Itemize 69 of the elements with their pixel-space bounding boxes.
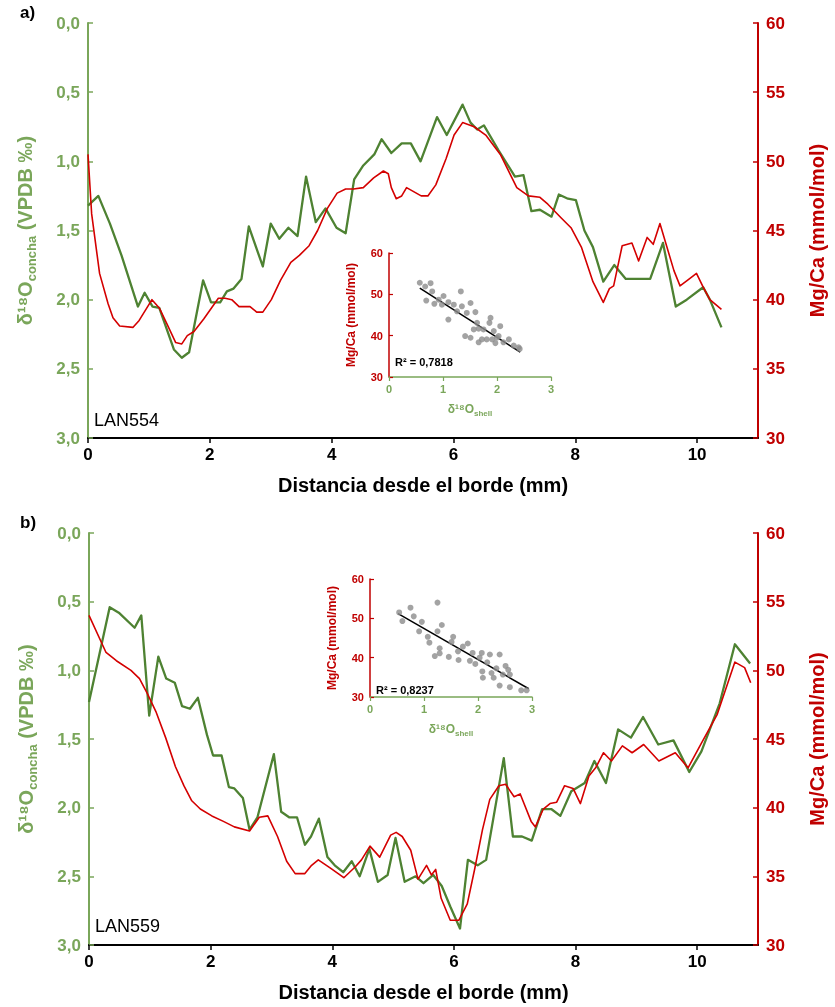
x-tick-label: 10 <box>687 952 707 971</box>
y2-tick-label: 45 <box>766 221 785 240</box>
y-tick-label: 2,5 <box>56 359 80 379</box>
x-tick-label: 0 <box>366 702 374 715</box>
y2-tick-label: 60 <box>766 13 785 33</box>
y-tick-label: 1,0 <box>57 660 81 680</box>
y2-tick-label: 30 <box>766 935 785 955</box>
x-tick-label: 8 <box>570 445 581 464</box>
y2-tick-label: 30 <box>766 428 785 448</box>
y2-axis-title: Mg/Ca (mmol/mol) <box>806 652 828 826</box>
y-tick-label: 50 <box>370 288 383 301</box>
x-tick-label: 2 <box>205 952 216 971</box>
y-tick-label: 60 <box>351 573 364 585</box>
y2-tick-label: 35 <box>766 866 785 886</box>
y2-tick-label: 40 <box>766 798 785 818</box>
x-axis-title: Distancia desde el borde (mm) <box>278 981 569 1003</box>
y2-tick-label: 40 <box>766 290 785 310</box>
y-tick-label: 0,5 <box>57 592 81 612</box>
y-tick-label: 50 <box>351 612 364 625</box>
y2-tick-label: 35 <box>766 359 785 379</box>
y-tick-label: 0,0 <box>57 523 81 543</box>
y-tick-label: 3,0 <box>57 935 81 955</box>
x-tick-label: 2 <box>474 702 482 715</box>
y-tick-label: 1,5 <box>56 221 80 240</box>
y-tick-label: 60 <box>370 247 383 259</box>
y-axis-title: Mg/Ca (mmol/mol) <box>344 263 358 367</box>
x-tick-label: 1 <box>420 702 428 715</box>
annotation: LAN554 <box>94 410 160 430</box>
y2-tick-label: 50 <box>766 660 785 680</box>
y2-tick-label: 45 <box>766 729 785 749</box>
y-tick-label: 0,0 <box>56 13 80 33</box>
x-tick-label: 3 <box>547 382 555 395</box>
x-tick-label: 8 <box>570 952 581 971</box>
x-tick-label: 4 <box>327 952 338 971</box>
text: b) <box>20 513 37 532</box>
y-tick-label: 3,0 <box>56 428 80 448</box>
x-tick-label: 6 <box>448 445 459 464</box>
x-tick-label: 0 <box>83 445 93 464</box>
x-tick-label: 10 <box>687 445 707 464</box>
x-tick-label: 0 <box>385 382 393 395</box>
y-tick-label: 30 <box>370 371 383 383</box>
x-tick-label: 2 <box>205 445 215 464</box>
annotation: R² = 0,8237 <box>376 683 434 696</box>
y-axis-title: δ¹⁸Oconcha (VPDB ‰) <box>14 135 39 326</box>
x-tick-label: 2 <box>493 382 501 395</box>
y-tick-label: 1,5 <box>57 729 81 749</box>
x-axis-title: Distancia desde el borde (mm) <box>277 474 569 496</box>
x-tick-label: 4 <box>326 445 337 464</box>
y2-tick-label: 50 <box>766 151 785 171</box>
y-tick-label: 2,0 <box>57 798 81 818</box>
y-axis-title: Mg/Ca (mmol/mol) <box>325 586 339 690</box>
x-tick-label: 3 <box>528 702 536 715</box>
text: a) <box>20 3 36 22</box>
annotation: R² = 0,7818 <box>395 355 453 368</box>
x-tick-label: 1 <box>439 382 447 395</box>
y2-tick-label: 55 <box>766 592 785 612</box>
y-tick-label: 40 <box>351 651 364 664</box>
y-tick-label: 40 <box>370 329 383 342</box>
y-tick-label: 0,5 <box>56 82 80 102</box>
y2-tick-label: 60 <box>766 523 785 543</box>
y-tick-label: 2,5 <box>57 866 81 886</box>
y2-tick-label: 55 <box>766 82 785 102</box>
x-tick-label: 6 <box>449 952 459 971</box>
y-tick-label: 30 <box>351 691 364 703</box>
y-tick-label: 1,0 <box>56 151 80 171</box>
y2-axis-title: Mg/Ca (mmol/mol) <box>806 143 828 318</box>
x-tick-label: 0 <box>84 952 94 971</box>
annotation: LAN559 <box>95 916 161 936</box>
y-tick-label: 2,0 <box>56 290 80 310</box>
